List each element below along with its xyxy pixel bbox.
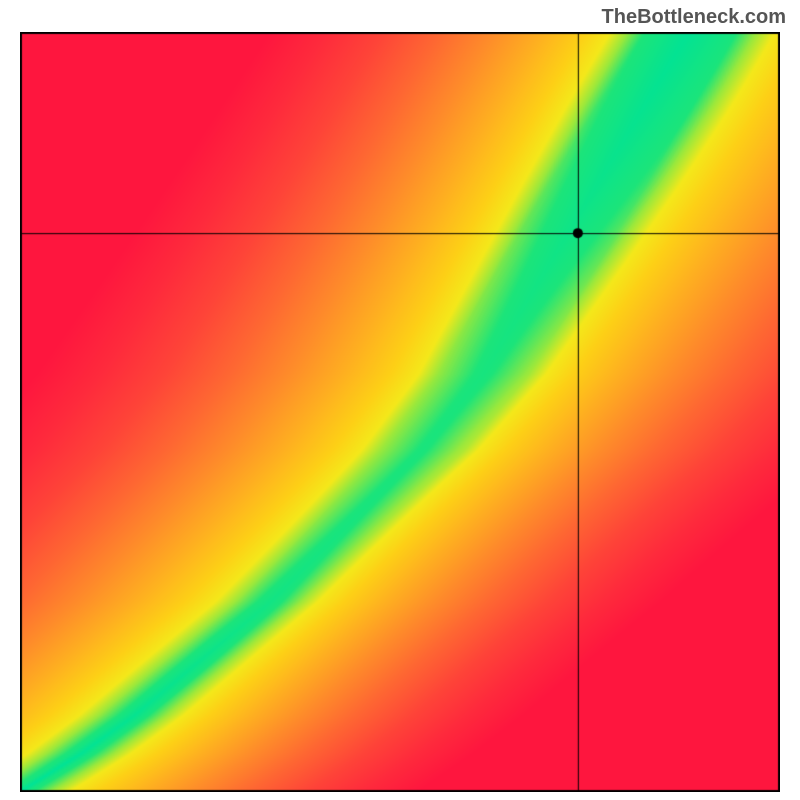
bottleneck-heatmap-chart: [20, 32, 780, 792]
watermark-text: TheBottleneck.com: [602, 6, 786, 29]
heatmap-canvas: [20, 32, 780, 792]
